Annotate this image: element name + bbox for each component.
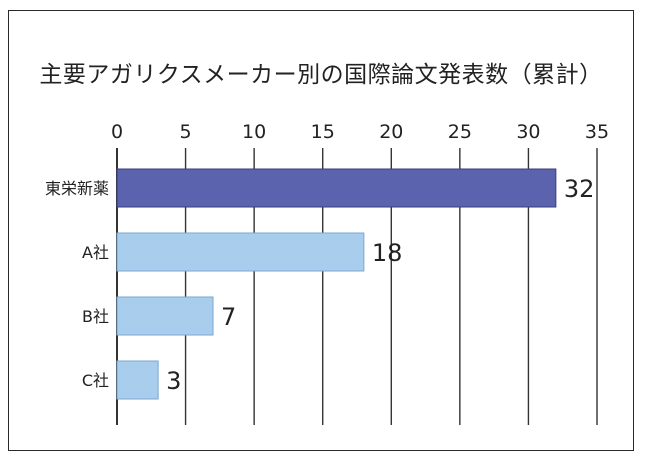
x-tick-label: 20 — [379, 121, 403, 143]
x-tick-label: 15 — [311, 121, 335, 143]
category-label: 東栄新薬 — [45, 179, 109, 198]
category-label: A社 — [82, 243, 109, 262]
data-label: 7 — [221, 303, 236, 331]
x-tick-label: 35 — [585, 121, 609, 143]
chart-frame — [8, 10, 634, 451]
category-label: C社 — [82, 371, 109, 390]
bar — [116, 360, 159, 400]
bar — [116, 168, 557, 208]
data-label: 18 — [372, 239, 403, 267]
chart-title: 主要アガリクスメーカー別の国際論文発表数（累計） — [39, 62, 603, 88]
x-tick-label: 0 — [111, 121, 123, 143]
x-tick-label: 25 — [448, 121, 472, 143]
category-label: B社 — [82, 307, 109, 326]
x-tick-label: 10 — [242, 121, 266, 143]
x-tick-label: 5 — [180, 121, 192, 143]
x-tick-label: 30 — [516, 121, 540, 143]
data-label: 32 — [564, 175, 595, 203]
data-label: 3 — [166, 367, 181, 395]
bar — [116, 232, 365, 272]
bar — [116, 296, 214, 336]
